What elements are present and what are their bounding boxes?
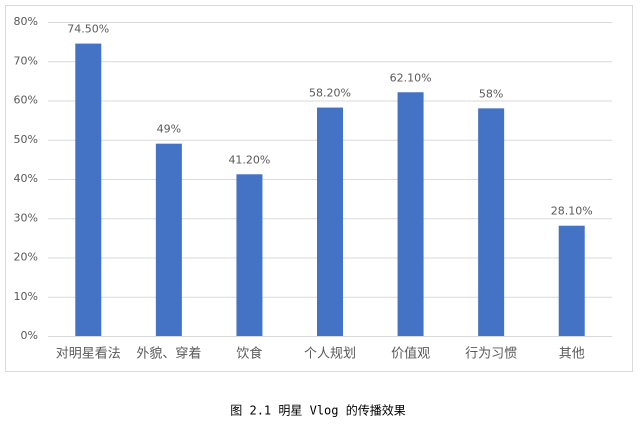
y-tick-label: 30% xyxy=(14,211,38,224)
value-label: 74.50% xyxy=(67,23,109,36)
value-label: 58% xyxy=(479,87,503,100)
value-label: 28.10% xyxy=(551,205,593,218)
x-tick-label: 饮食 xyxy=(236,346,262,362)
chart-caption: 图 2.1 明星 Vlog 的传播效果 xyxy=(230,403,405,418)
y-tick-label: 70% xyxy=(14,54,38,67)
y-tick-label: 20% xyxy=(14,251,38,264)
bar xyxy=(155,143,182,336)
value-label: 49% xyxy=(157,123,181,136)
bar xyxy=(75,43,102,337)
y-tick-label: 10% xyxy=(14,290,38,303)
bar xyxy=(397,92,424,336)
value-label: 41.20% xyxy=(228,153,270,166)
bar xyxy=(236,174,263,336)
bar xyxy=(478,108,505,336)
y-tick-label: 60% xyxy=(14,94,38,107)
x-tick-label: 外貌、穿着 xyxy=(136,346,201,362)
x-tick-label: 个人规划 xyxy=(304,347,356,362)
x-tick-label: 其他 xyxy=(559,347,585,362)
y-tick-label: 40% xyxy=(14,172,38,185)
y-tick-label: 50% xyxy=(14,133,38,146)
x-tick-label: 对明星看法 xyxy=(56,346,121,362)
y-tick-label: 80% xyxy=(14,15,38,28)
y-tick-label: 0% xyxy=(21,329,38,342)
x-tick-label: 价值观 xyxy=(391,346,430,362)
bar xyxy=(317,107,343,336)
x-tick-label: 行为习惯 xyxy=(465,346,517,362)
value-label: 58.20% xyxy=(309,87,351,100)
bar xyxy=(558,225,585,336)
value-label: 62.10% xyxy=(390,71,432,84)
